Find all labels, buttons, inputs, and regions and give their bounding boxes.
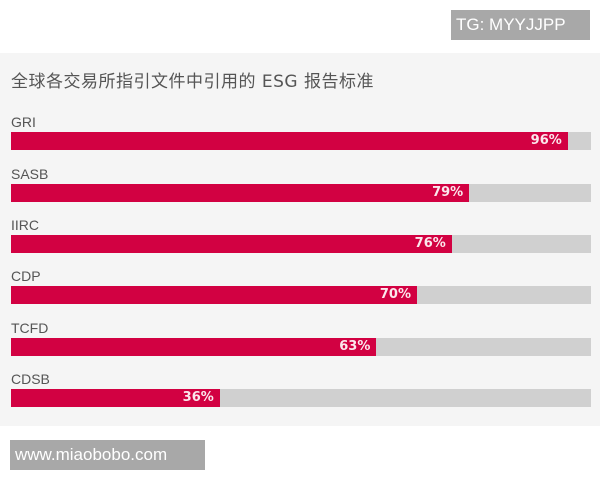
bar-label: TCFD — [11, 320, 49, 336]
bar-value: 79% — [432, 185, 464, 200]
bar-row-iirc: IIRC 76% — [11, 217, 591, 253]
bar-fill: 96% — [11, 132, 568, 150]
bar-fill: 36% — [11, 389, 220, 407]
chart-title: 全球各交易所指引文件中引用的 ESG 报告标准 — [11, 72, 375, 92]
watermark-bottom: www.miaobobo.com — [10, 440, 205, 470]
bar-row-cdp: CDP 70% — [11, 268, 591, 304]
bar-fill: 79% — [11, 184, 470, 202]
watermark-top: TG: MYYJJPP — [451, 10, 590, 40]
bar-fill: 76% — [11, 235, 452, 253]
bar-value: 63% — [339, 339, 371, 354]
bar-label: SASB — [11, 166, 49, 182]
bar-track: 76% — [11, 235, 591, 253]
bar-label: GRI — [11, 114, 36, 130]
bar-value: 70% — [379, 287, 411, 302]
bar-row-cdsb: CDSB 36% — [11, 371, 591, 407]
bar-track: 36% — [11, 389, 591, 407]
bar-track: 79% — [11, 184, 591, 202]
bar-row-sasb: SASB 79% — [11, 166, 591, 202]
bar-track: 70% — [11, 286, 591, 304]
bar-track: 63% — [11, 338, 591, 356]
bar-row-gri: GRI 96% — [11, 114, 591, 150]
bar-label: IIRC — [11, 217, 39, 233]
bar-track: 96% — [11, 132, 591, 150]
chart-panel: 全球各交易所指引文件中引用的 ESG 报告标准 GRI 96% SASB 79%… — [0, 53, 600, 426]
bar-row-tcfd: TCFD 63% — [11, 320, 591, 356]
bar-label: CDSB — [11, 371, 50, 387]
bar-fill: 63% — [11, 338, 377, 356]
bar-value: 96% — [530, 133, 562, 148]
bar-value: 36% — [182, 390, 214, 405]
bar-value: 76% — [414, 236, 446, 251]
bar-label: CDP — [11, 268, 41, 284]
bar-fill: 70% — [11, 286, 417, 304]
